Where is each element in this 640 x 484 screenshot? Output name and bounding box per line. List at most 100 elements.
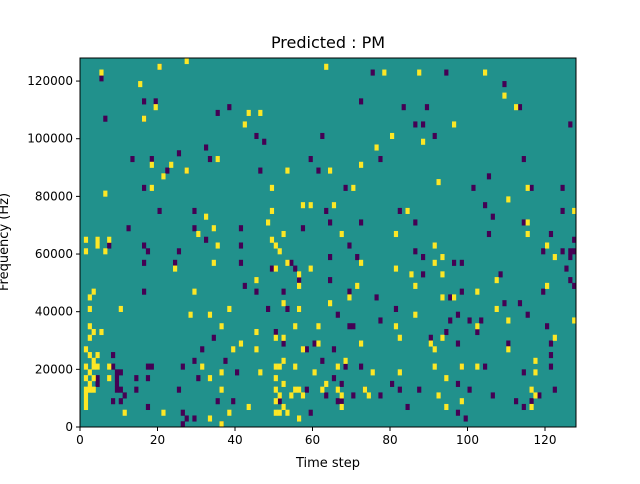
heatmap-cell-low xyxy=(537,392,542,399)
heatmap-cell-high xyxy=(308,202,313,209)
heatmap-cell-low xyxy=(204,236,209,243)
heatmap-cell-high xyxy=(153,104,158,111)
heatmap-cell-low xyxy=(432,132,437,140)
heatmap-cell-high xyxy=(219,323,224,330)
heatmap-cell-high xyxy=(440,334,445,341)
heatmap-cell-high xyxy=(258,369,263,376)
heatmap-cell-high xyxy=(161,173,166,180)
heatmap-cell-low xyxy=(173,259,178,266)
plot-area xyxy=(79,57,577,428)
heatmap-cell-high xyxy=(242,121,247,128)
heatmap-cell-low xyxy=(297,277,302,284)
heatmap-cell-low xyxy=(359,219,364,226)
heatmap-cell-low xyxy=(370,69,375,76)
heatmap-cell-low xyxy=(328,219,333,226)
heatmap-cell-high xyxy=(83,346,89,353)
heatmap-cell-low xyxy=(525,311,530,318)
heatmap-cell-low xyxy=(339,398,344,405)
heatmap-cell-low xyxy=(483,363,488,370)
heatmap-cell-low xyxy=(192,207,197,214)
heatmap-cell-low xyxy=(455,311,461,318)
heatmap-cell-low xyxy=(568,254,573,261)
heatmap-cell-high xyxy=(95,242,100,249)
heatmap-cell-low xyxy=(145,363,151,370)
heatmap-cell-low xyxy=(374,294,379,301)
heatmap-cell-low xyxy=(192,415,197,422)
heatmap-cell-low xyxy=(397,207,402,214)
heatmap-cell-low xyxy=(390,380,395,387)
heatmap-cell-low xyxy=(149,363,154,370)
heatmap-cell-high xyxy=(444,403,449,411)
heatmap-cell-high xyxy=(91,386,96,393)
heatmap-cell-high xyxy=(459,398,464,405)
heatmap-cell-low xyxy=(335,311,340,318)
heatmap-cell-low xyxy=(308,409,313,416)
heatmap-cell-low xyxy=(103,115,108,122)
heatmap-cell-high xyxy=(293,386,298,393)
heatmap-cell-high xyxy=(99,328,104,336)
heatmap-cell-high xyxy=(219,369,224,376)
heatmap-cell-low xyxy=(343,184,348,191)
x-axis: 0 20 40 60 80 100 120 xyxy=(76,427,556,447)
heatmap-cell-high xyxy=(300,346,306,353)
heatmap-cell-low xyxy=(142,288,147,295)
heatmap-cell-high xyxy=(83,248,89,255)
heatmap-cell-high xyxy=(277,363,282,370)
heatmap-cell-low xyxy=(417,386,422,393)
heatmap-cell-high xyxy=(440,294,445,301)
heatmap-cell-high xyxy=(281,357,286,364)
heatmap-cell-low xyxy=(118,386,123,393)
heatmap-cell-high xyxy=(118,305,123,312)
heatmap-cell-high xyxy=(409,271,414,278)
heatmap-cell-low xyxy=(149,156,154,163)
heatmap-cell-low xyxy=(223,357,228,364)
heatmap-cell-low xyxy=(211,334,216,341)
heatmap-cell-low xyxy=(114,386,120,393)
heatmap-cell-high xyxy=(572,207,577,214)
heatmap-cell-low xyxy=(548,352,554,359)
heatmap-cell-high xyxy=(529,386,534,393)
heatmap-cell-high xyxy=(273,386,278,393)
heatmap-cell-high xyxy=(343,357,348,364)
heatmap-cell-high xyxy=(184,58,189,65)
heatmap-cell-high xyxy=(196,230,201,238)
heatmap-cell-low xyxy=(324,392,329,399)
y-tick-label: 20000 xyxy=(35,362,73,376)
heatmap-cell-low xyxy=(502,300,507,307)
heatmap-cell-high xyxy=(204,213,209,220)
heatmap-cell-low xyxy=(359,98,364,105)
heatmap-cell-high xyxy=(246,109,251,116)
heatmap-cell-low xyxy=(568,277,573,284)
heatmap-cell-low xyxy=(529,398,534,405)
heatmap-cell-high xyxy=(188,311,193,318)
heatmap-cell-low xyxy=(165,167,170,174)
heatmap-cell-high xyxy=(359,161,364,168)
heatmap-cell-high xyxy=(297,415,302,422)
heatmap-cell-low xyxy=(347,288,352,295)
heatmap-cell-high xyxy=(87,386,92,393)
x-axis-label: Time step xyxy=(295,456,360,471)
heatmap-cell-high xyxy=(87,305,92,312)
heatmap-cell-low xyxy=(506,340,511,347)
heatmap-cell-high xyxy=(444,375,449,382)
heatmap-cell-low xyxy=(560,207,565,214)
heatmap-cell-high xyxy=(138,81,143,88)
heatmap-cell-high xyxy=(417,69,422,76)
y-axis: 0 20000 40000 60000 80000 100000 120000 xyxy=(27,74,80,434)
heatmap-cell-low xyxy=(331,346,337,353)
heatmap-cell-high xyxy=(362,386,368,393)
heatmap-cell-high xyxy=(87,380,92,387)
heatmap-cell-low xyxy=(242,282,247,289)
heatmap-cell-low xyxy=(552,386,557,393)
heatmap-cell-high xyxy=(87,294,92,301)
heatmap-cell-low xyxy=(548,340,554,347)
heatmap-cell-low xyxy=(331,375,337,382)
heatmap-cell-high xyxy=(269,236,275,243)
heatmap-cell-low xyxy=(192,357,197,364)
heatmap-cell-low xyxy=(192,225,197,232)
heatmap-cell-low xyxy=(118,369,123,376)
heatmap-cell-low xyxy=(486,173,492,180)
heatmap-cell-high xyxy=(95,236,100,243)
heatmap-cell-high xyxy=(359,340,364,347)
heatmap-cell-high xyxy=(335,386,340,393)
